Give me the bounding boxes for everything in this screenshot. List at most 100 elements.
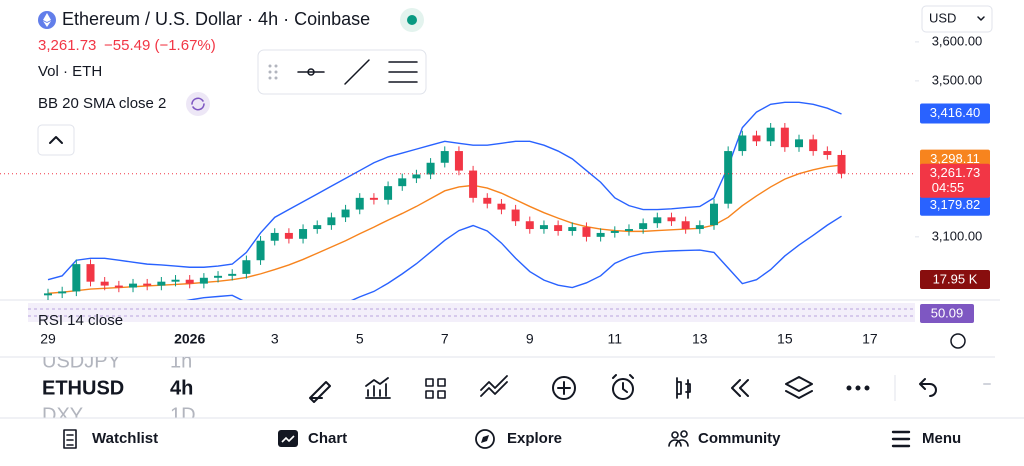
- floating-toolbar: [257, 49, 427, 95]
- settings-icon[interactable]: [950, 333, 966, 349]
- bar-type-tool[interactable]: [676, 377, 691, 399]
- candle-body: [752, 135, 761, 142]
- y-tick-label: 3,100.00: [932, 228, 983, 243]
- currency: USD: [929, 10, 956, 25]
- candle-body: [440, 151, 449, 163]
- x-tick-label: 29: [40, 331, 56, 347]
- price-label-box: [920, 195, 990, 216]
- watchlist-interval[interactable]: 1D: [170, 404, 196, 426]
- candle-body: [582, 227, 591, 237]
- currency-select[interactable]: [921, 5, 993, 33]
- plot-area: [44, 101, 846, 300]
- candle-body: [214, 275, 223, 278]
- layouts-tool[interactable]: [425, 378, 446, 399]
- candle-body: [695, 225, 704, 230]
- candle-body: [483, 197, 492, 204]
- undo-button[interactable]: [919, 378, 937, 397]
- candle-body: [709, 203, 718, 226]
- chart-icon-line: [281, 435, 295, 443]
- candle-body: [837, 154, 846, 174]
- nav-item[interactable]: Community: [698, 430, 781, 447]
- add-tool[interactable]: [552, 376, 576, 400]
- x-tick-label: 9: [526, 331, 534, 347]
- x-tick-label: 15: [777, 331, 793, 347]
- draw-tool[interactable]: [309, 381, 331, 403]
- watchlist-symbol[interactable]: ETHUSD: [42, 377, 124, 399]
- countdown: 04:55: [932, 180, 965, 195]
- trend-line-tool[interactable]: [344, 59, 370, 85]
- chevron-up: [49, 136, 63, 144]
- watchlist-symbol[interactable]: DXY: [42, 404, 83, 426]
- candle-body: [738, 135, 747, 152]
- lines-tool[interactable]: [388, 61, 418, 83]
- candle-body: [497, 203, 506, 210]
- candle-body: [610, 230, 619, 233]
- candle-body: [58, 291, 67, 294]
- price-label-box: [920, 103, 990, 124]
- candle-body: [681, 221, 690, 230]
- candle-body: [256, 240, 265, 261]
- indicator-bb[interactable]: BB 20 SMA close 2: [38, 95, 166, 112]
- x-tick-label: 3: [271, 331, 279, 347]
- candle-body: [72, 264, 81, 292]
- candle-body: [809, 139, 818, 152]
- watchlist-symbol[interactable]: USDJPY: [42, 350, 121, 372]
- x-tick-label: 7: [441, 331, 449, 347]
- candle-body: [242, 260, 251, 274]
- objects-tool[interactable]: [785, 376, 813, 399]
- candle-body: [653, 217, 662, 224]
- indicators-tool[interactable]: [365, 377, 391, 399]
- candle-body: [596, 232, 605, 237]
- watchlist-interval[interactable]: 1h: [170, 350, 192, 372]
- candle-body: [313, 225, 322, 230]
- market-status-dot: [407, 15, 417, 25]
- candle-body: [511, 209, 520, 222]
- nav-item[interactable]: Chart: [308, 430, 347, 447]
- replay-tool[interactable]: [731, 379, 749, 397]
- price-label: 3,261.73: [930, 165, 981, 180]
- candle-body: [355, 197, 364, 210]
- alert-hands: [612, 374, 634, 393]
- symbol-title[interactable]: Ethereum / U.S. Dollar · 4h · Coinbase: [62, 9, 370, 29]
- nav-item[interactable]: Watchlist: [92, 430, 158, 447]
- candle-body: [667, 217, 676, 222]
- rsi-label: 50.09: [931, 305, 964, 320]
- candle-body: [185, 279, 194, 284]
- nav-item[interactable]: Menu: [922, 430, 961, 447]
- watchlist-interval[interactable]: 4h: [170, 377, 193, 399]
- alert-tool[interactable]: [612, 378, 634, 400]
- community-icon: [668, 430, 689, 447]
- volume-label: 17.95 K: [933, 271, 978, 286]
- indicator-volume[interactable]: Vol · ETH: [38, 63, 102, 80]
- candle-body: [426, 162, 435, 175]
- indicator-line: [185, 215, 842, 300]
- candle-body: [568, 227, 577, 231]
- price-label: 3,416.40: [930, 105, 981, 120]
- candle-body: [412, 174, 421, 179]
- horizontal-line-tool[interactable]: [297, 68, 325, 76]
- price-change: −55.49 (−1.67%): [104, 37, 216, 54]
- candle-body: [299, 229, 308, 239]
- candle-body: [86, 264, 95, 282]
- x-tick-label: 13: [692, 331, 708, 347]
- candle-body: [454, 151, 463, 171]
- explore-needle: [481, 435, 489, 443]
- candle-body: [369, 197, 378, 200]
- indicator-rsi[interactable]: RSI 14 close: [38, 312, 123, 329]
- explore-icon: [475, 429, 495, 449]
- candle-body: [157, 281, 166, 286]
- y-tick-label: 3,600.00: [932, 33, 983, 48]
- compare-tool[interactable]: [480, 375, 508, 397]
- candle-body: [171, 279, 180, 282]
- x-tick-label: 5: [356, 331, 364, 347]
- rsi-label-box: [920, 304, 974, 323]
- candle-body: [228, 273, 237, 276]
- candle-body: [525, 221, 534, 230]
- nav-item[interactable]: Explore: [507, 430, 562, 447]
- y-tick-label: 3,500.00: [932, 72, 983, 87]
- drag-handle[interactable]: [268, 64, 278, 80]
- indicator-line: [47, 164, 842, 295]
- bottom-nav: Watchlist Chart Explore Community Menu: [92, 430, 961, 447]
- candle-body: [143, 283, 152, 286]
- collapse-button[interactable]: [37, 124, 75, 156]
